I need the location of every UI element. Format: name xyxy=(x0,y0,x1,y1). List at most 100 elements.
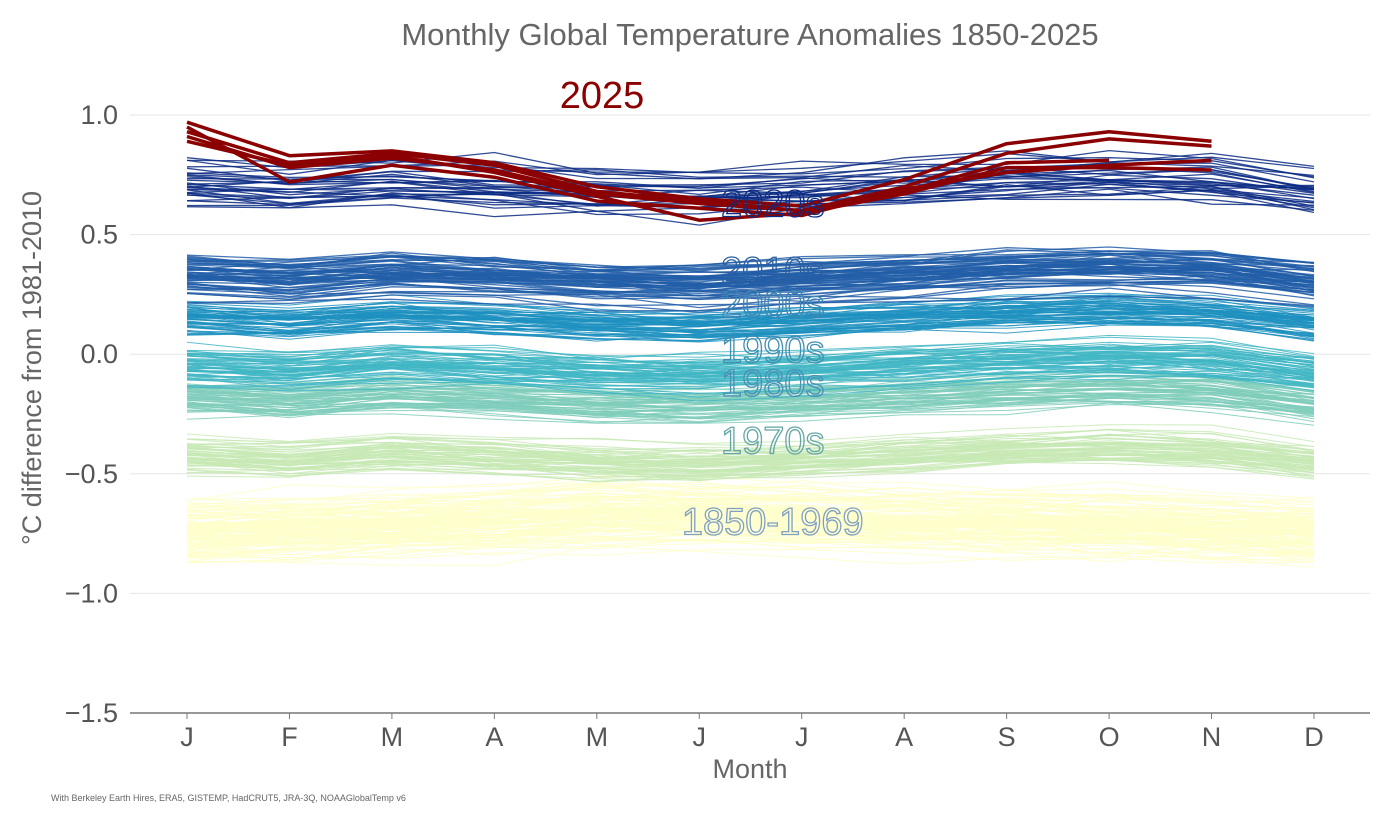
x-tick-label: O xyxy=(1099,722,1120,752)
x-tick-label: N xyxy=(1202,722,1222,752)
series-line-2000s xyxy=(186,315,1315,335)
series-line-2000s xyxy=(186,302,1315,325)
series-line-1990s xyxy=(186,354,1315,375)
series-line-1990s xyxy=(186,345,1315,365)
series-line-2010s xyxy=(186,287,1315,312)
highlight-series-line xyxy=(186,125,1212,218)
series-line-2010s xyxy=(186,249,1315,271)
series-line-1990s xyxy=(186,364,1315,383)
series-line-1970s xyxy=(186,429,1315,451)
series-line-1990s xyxy=(186,367,1315,390)
series-line-2010s xyxy=(186,271,1315,293)
series-line-1970s xyxy=(186,454,1315,474)
series-line-1850-1969 xyxy=(186,533,1315,557)
series-line-1850-1969 xyxy=(186,476,1315,513)
series-line-1970s xyxy=(186,461,1315,481)
y-tick-label: −0.5 xyxy=(65,459,118,489)
x-tick-label: A xyxy=(485,722,503,752)
highlight-series-line xyxy=(186,120,1212,208)
series-line-1990s xyxy=(186,341,1315,364)
series-line-1850-1969 xyxy=(186,491,1315,517)
series-line-1970s xyxy=(186,443,1315,467)
series-line-2010s xyxy=(186,254,1315,283)
series-line-1970s xyxy=(186,428,1315,448)
series-line-2010s xyxy=(186,258,1315,278)
highlight-year-lines xyxy=(186,120,1212,222)
series-line-2020s xyxy=(186,157,1315,178)
series-line-2000s xyxy=(186,322,1315,342)
decade-label-2020s: 2020s xyxy=(721,184,825,226)
series-line-2010s xyxy=(186,295,1315,313)
series-line-1990s xyxy=(186,356,1315,376)
y-tick-label: 0.5 xyxy=(80,220,118,250)
series-line-2000s xyxy=(186,312,1315,329)
series-line-1990s xyxy=(186,368,1315,387)
series-line-2020s xyxy=(186,178,1315,202)
series-line-1970s xyxy=(186,434,1315,458)
decade-label-2010s: 2010s xyxy=(721,250,825,292)
series-line-1970s xyxy=(186,454,1315,475)
series-line-1980s xyxy=(186,391,1315,414)
series-line-2010s xyxy=(186,264,1315,293)
series-line-1990s xyxy=(186,334,1315,358)
series-line-1850-1969 xyxy=(186,486,1315,521)
series-line-2000s xyxy=(186,301,1315,323)
series-line-1850-1969 xyxy=(186,520,1315,551)
series-line-1850-1969 xyxy=(186,483,1315,505)
series-line-1970s xyxy=(186,445,1315,465)
series-line-1980s xyxy=(186,393,1315,414)
decade-label-1990s: 1990s xyxy=(721,329,825,371)
series-line-1970s xyxy=(186,424,1315,445)
x-tick-label: J xyxy=(180,722,194,752)
x-tick-label: A xyxy=(895,722,913,752)
decade-series-lines xyxy=(186,149,1315,569)
series-line-2010s xyxy=(186,267,1315,287)
series-line-1850-1969 xyxy=(186,548,1315,564)
highlight-series-line xyxy=(186,130,1212,213)
series-line-1990s xyxy=(186,357,1315,376)
series-line-2000s xyxy=(186,313,1315,332)
series-line-1850-1969 xyxy=(186,524,1315,555)
series-line-2020s xyxy=(186,149,1315,179)
series-line-1990s xyxy=(186,362,1315,384)
series-line-2010s xyxy=(186,279,1315,301)
series-line-1850-1969 xyxy=(186,520,1315,555)
decade-label-2000s: 2000s xyxy=(721,284,825,326)
y-tick-label: −1.0 xyxy=(65,578,118,608)
series-line-2010s xyxy=(186,250,1315,269)
series-line-2000s xyxy=(186,294,1315,316)
series-line-1990s xyxy=(186,358,1315,377)
x-tick-label: M xyxy=(381,722,404,752)
series-line-1850-1969 xyxy=(186,512,1315,536)
series-line-1990s xyxy=(186,370,1315,387)
x-tick-label: S xyxy=(998,722,1016,752)
highlight-series-line xyxy=(186,134,1110,213)
series-line-1850-1969 xyxy=(186,525,1315,554)
chart-title: Monthly Global Temperature Anomalies 185… xyxy=(401,17,1098,52)
series-line-1850-1969 xyxy=(186,523,1315,559)
series-line-1850-1969 xyxy=(186,499,1315,531)
y-tick-label: −1.5 xyxy=(65,698,118,728)
series-line-1970s xyxy=(186,440,1315,461)
series-line-1970s xyxy=(186,459,1315,476)
series-line-2010s xyxy=(186,277,1315,295)
y-axis-label: °C difference from 1981-2010 xyxy=(17,191,47,545)
series-line-1990s xyxy=(186,372,1315,398)
series-line-1850-1969 xyxy=(186,484,1315,509)
x-tick-label: M xyxy=(586,722,609,752)
x-tick-label: J xyxy=(795,722,809,752)
data-source-credit: With Berkeley Earth Hires, ERA5, GISTEMP… xyxy=(51,793,406,803)
series-line-1850-1969 xyxy=(186,507,1315,532)
highlight-series-line xyxy=(186,139,1212,222)
decade-label-1850-1969: 1850-1969 xyxy=(682,502,864,544)
series-line-1990s xyxy=(186,375,1315,394)
series-line-1850-1969 xyxy=(186,485,1315,523)
series-line-2000s xyxy=(186,307,1315,327)
highlight-year-label: 2025 xyxy=(560,75,645,117)
series-line-1970s xyxy=(186,433,1315,458)
series-line-2000s xyxy=(186,297,1315,314)
series-line-2020s xyxy=(186,153,1315,176)
